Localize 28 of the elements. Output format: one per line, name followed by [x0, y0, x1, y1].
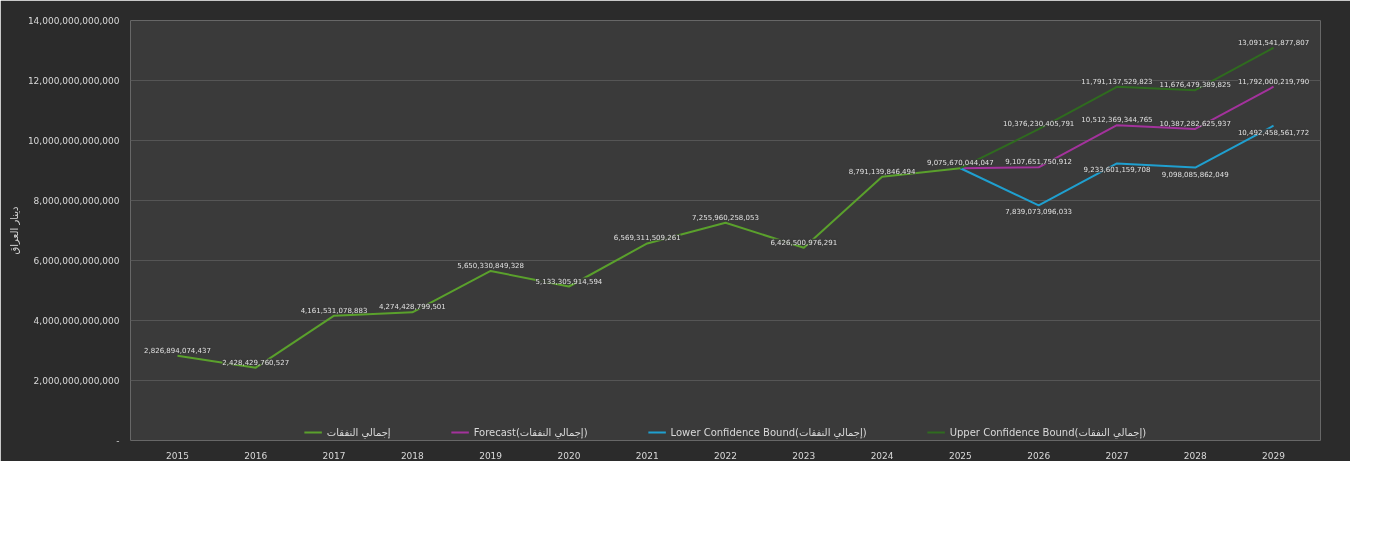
x-tick-label: 2025: [948, 450, 972, 461]
y-tick-label: 4,000,000,000,000: [33, 316, 120, 326]
x-tick-label: 2016: [244, 450, 268, 461]
x-tick-label: 2026: [1027, 450, 1051, 461]
x-tick-label: 2028: [1183, 450, 1207, 461]
y-tick-label: -: [116, 436, 120, 446]
x-tick-label: 2021: [635, 450, 659, 461]
y-tick-label: 2,000,000,000,000: [33, 376, 120, 386]
x-tick-label: 2024: [870, 450, 894, 461]
x-tick-label: 2018: [400, 450, 425, 461]
y-tick-label: 8,000,000,000,000: [33, 196, 120, 206]
y-tick-label: 14,000,000,000,000: [27, 16, 120, 26]
x-tick-label: 2029: [1262, 450, 1286, 461]
x-tick-label: 2017: [322, 450, 346, 461]
y-axis-title: دينار العراق: [8, 206, 20, 255]
legend-label: إجمالي النفقات: [326, 426, 391, 438]
y-tick-label: 10,000,000,000,000: [27, 136, 120, 146]
legend-label: Lower Confidence Bound(إجمالي النفقات): [670, 426, 867, 438]
y-tick-label: 12,000,000,000,000: [27, 76, 120, 86]
legend-label: Upper Confidence Bound(إجمالي النفقات): [949, 426, 1147, 438]
x-tick-label: 2023: [792, 450, 816, 461]
x-tick-label: 2020: [557, 450, 581, 461]
x-tick-label: 2027: [1105, 450, 1129, 461]
x-tick-label: 2022: [714, 450, 737, 461]
x-tick-label: 2019: [479, 450, 503, 461]
x-tick-label: 2015: [166, 450, 189, 461]
y-tick-label: 6,000,000,000,000: [33, 256, 120, 266]
legend-label: Forecast(إجمالي النفقات): [473, 426, 588, 438]
